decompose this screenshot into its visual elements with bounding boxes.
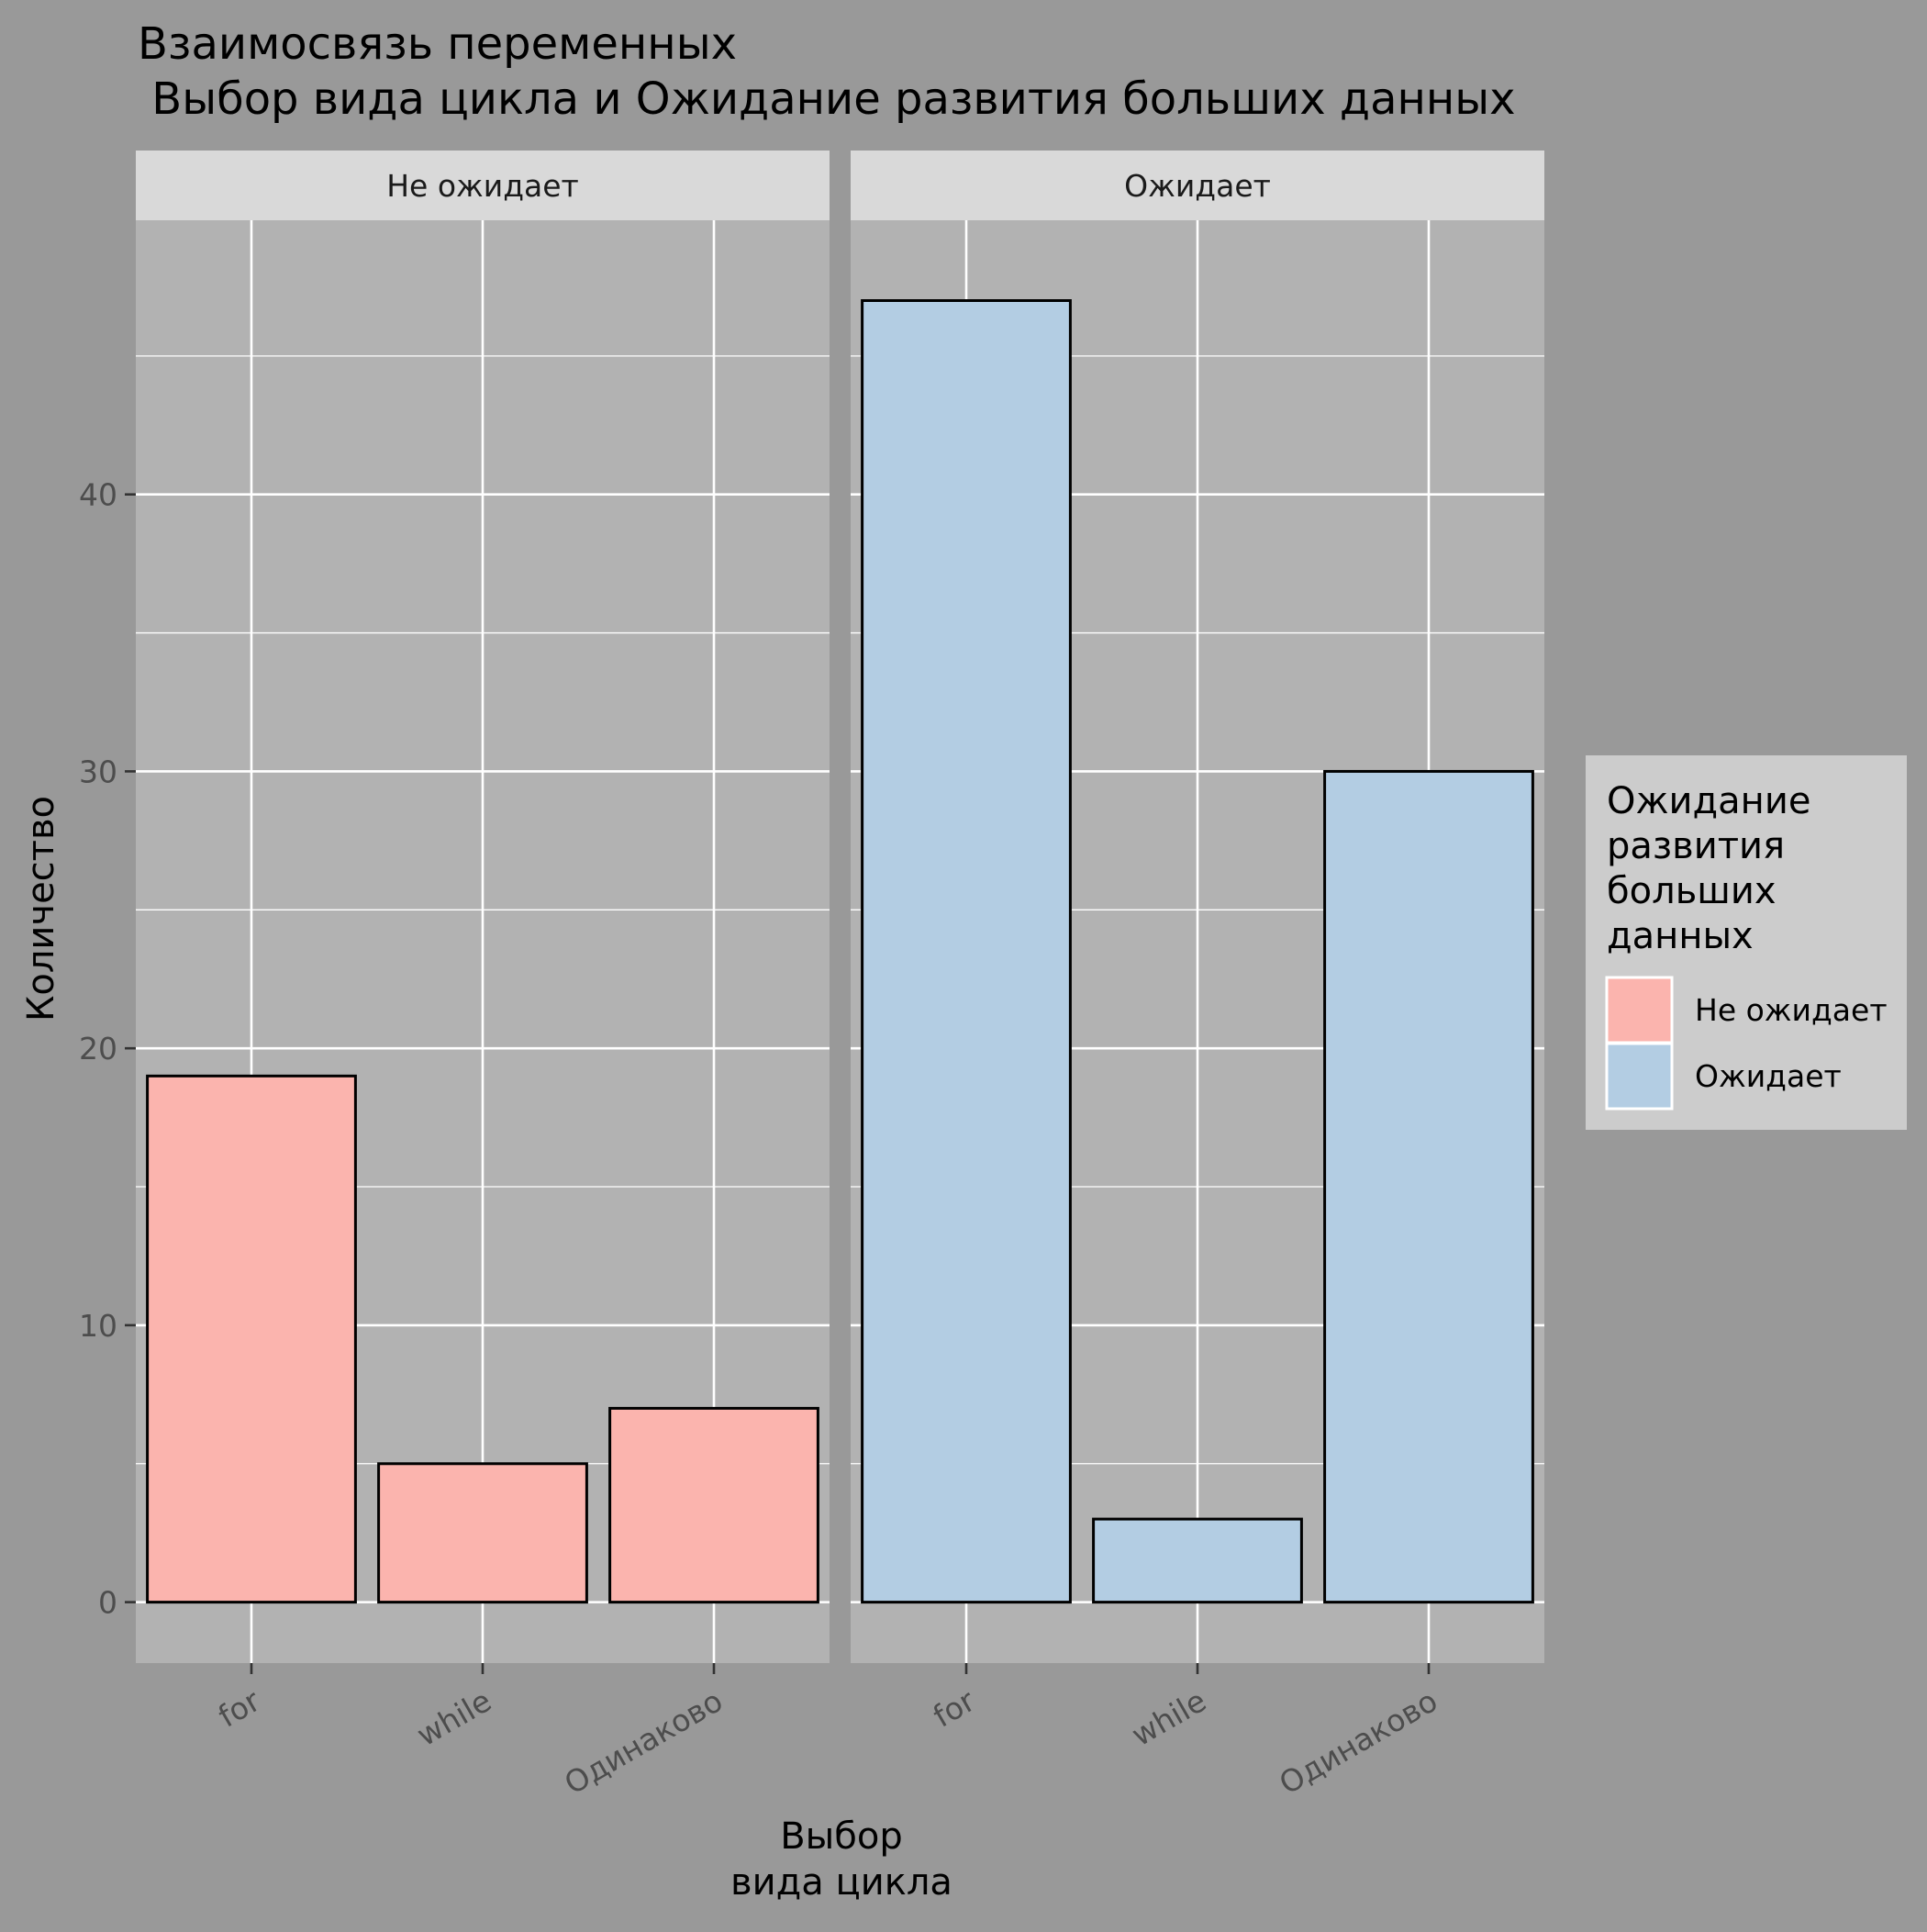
legend-entry-label: Ожидает [1695, 1058, 1842, 1094]
y-axis-title: Количество [20, 796, 62, 1022]
legend-key [1605, 1042, 1674, 1111]
facet-strip [851, 151, 1544, 220]
bar [1323, 769, 1534, 1604]
y-tick-label: 20 [79, 1031, 117, 1067]
y-tick-label: 10 [79, 1308, 117, 1344]
bar [1092, 1517, 1303, 1604]
chart-title-line-1: Взаимосвязь переменных [138, 18, 737, 70]
bar [146, 1074, 357, 1604]
facet-strip-label: Ожидает [1124, 168, 1271, 204]
bar [608, 1406, 819, 1604]
legend-title-line: развития [1607, 825, 1785, 867]
legend-key [1605, 976, 1674, 1044]
legend-title-line: данных [1607, 915, 1754, 957]
facet-strip [136, 151, 830, 220]
legend-title-line: больших [1607, 870, 1777, 912]
chart-title-line-2: Выбор вида цикла и Ожидание развития бол… [138, 73, 1516, 125]
y-axis-ticks: 0 10 20 30 40 [79, 477, 136, 1621]
facet-strip-label: Не ожидает [386, 168, 579, 204]
legend-title-line: Ожидание [1607, 780, 1810, 822]
y-tick-label: 40 [79, 477, 117, 513]
legend-entry-label: Не ожидает [1695, 992, 1888, 1028]
bar [861, 299, 1072, 1604]
y-tick-label: 30 [79, 754, 117, 789]
bar [377, 1462, 588, 1604]
x-axis-title-line-2: вида цикла [730, 1861, 952, 1904]
x-axis-title-line-1: Выбор [780, 1815, 903, 1858]
y-tick-label: 0 [98, 1585, 117, 1621]
